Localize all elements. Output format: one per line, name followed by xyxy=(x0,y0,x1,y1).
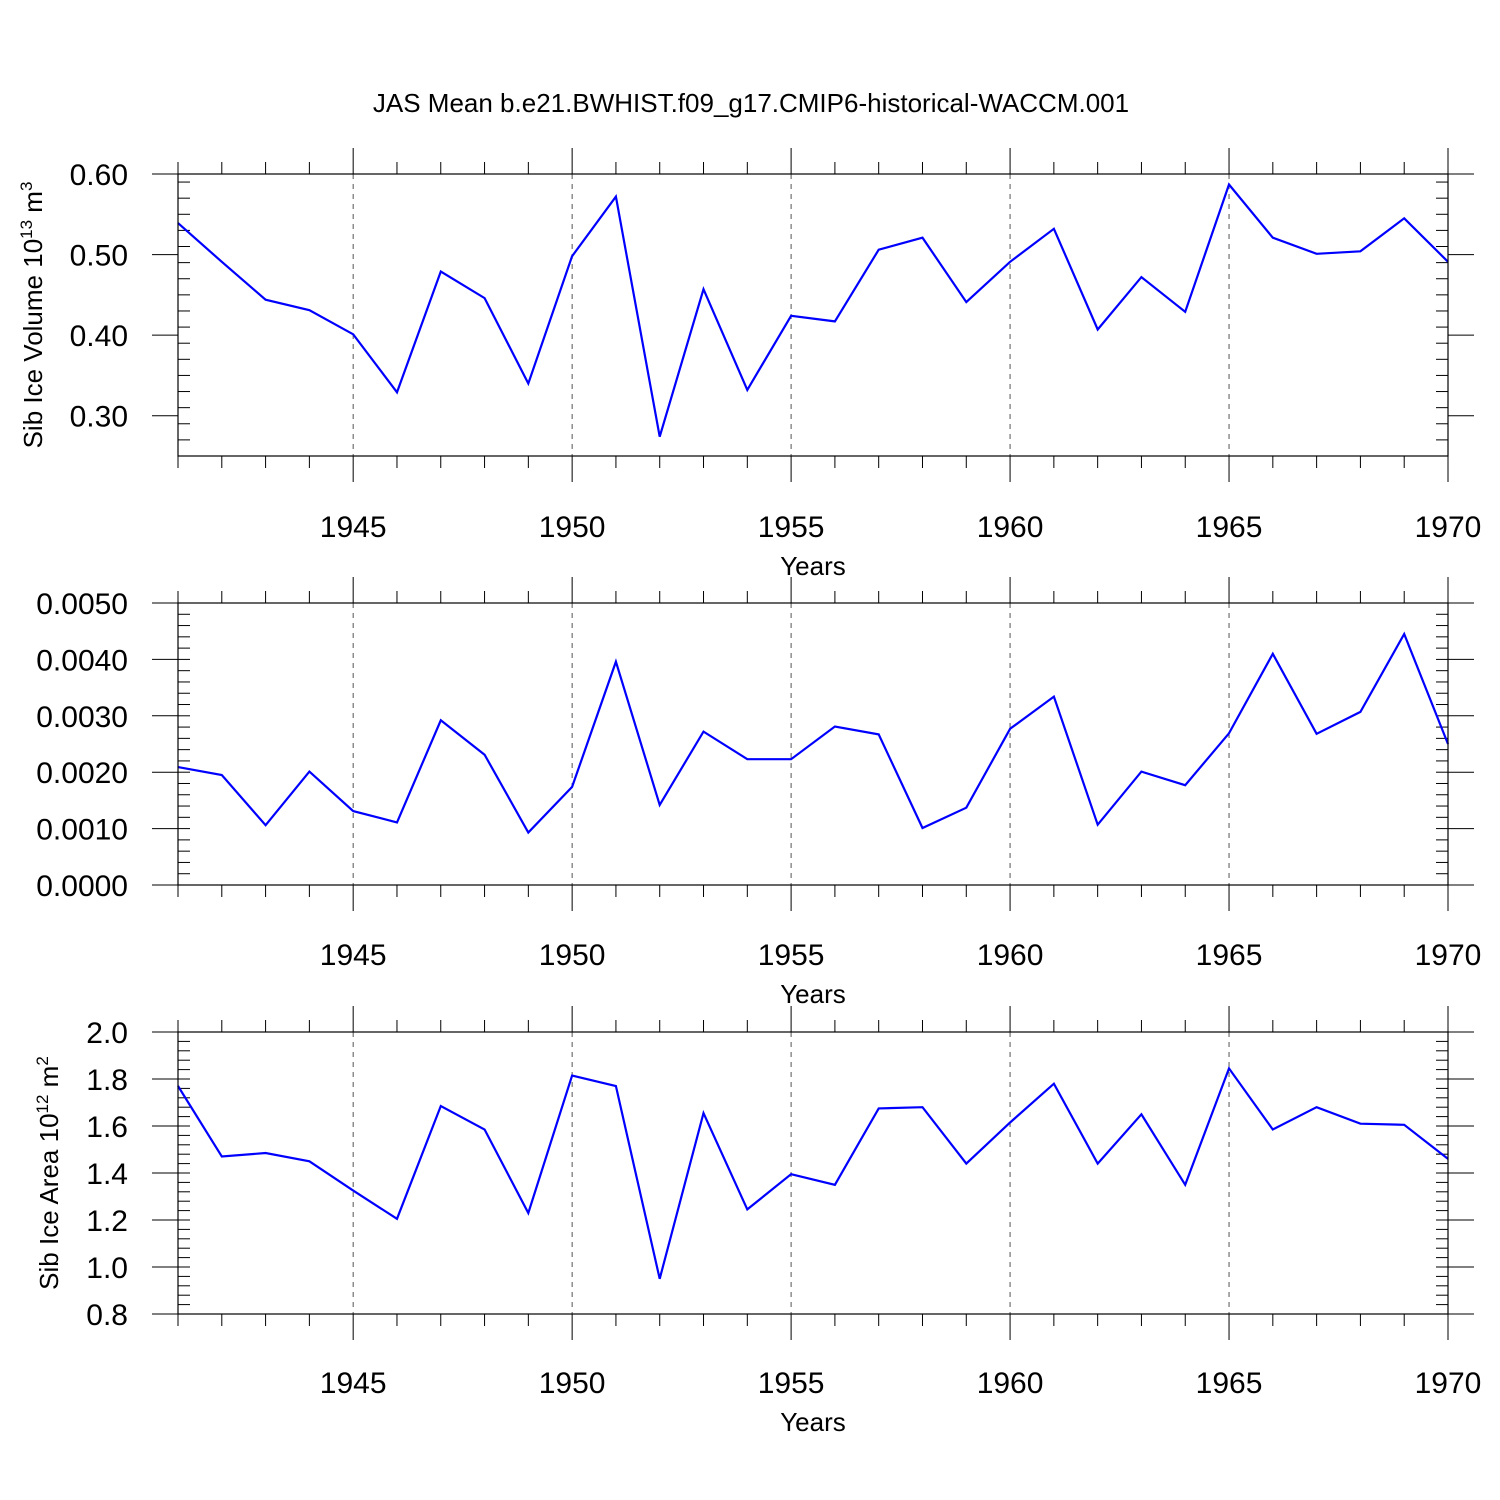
y-tick-label: 0.0020 xyxy=(36,757,128,790)
y-tick-label: 1.8 xyxy=(86,1064,128,1097)
y-tick-label: 0.0030 xyxy=(36,701,128,734)
plot-frame xyxy=(177,173,1449,457)
y-axis-label: Sib Ice Area 1012 m2 xyxy=(33,1056,64,1290)
x-tick-label: 1950 xyxy=(539,511,606,544)
chart-panel-3: 0.8 1.0 1.2 1.4 1.6 1.8 2.0 1945 1950 1955 1960 196… xyxy=(33,1006,1481,1437)
x-tick-label: 1955 xyxy=(758,1367,825,1400)
x-tick-label: 1960 xyxy=(977,511,1044,544)
x-tick-label: 1965 xyxy=(1196,939,1263,972)
x-tick-label: 1950 xyxy=(539,939,606,972)
x-tick-label: 1955 xyxy=(758,511,825,544)
y-tick-label: 1.0 xyxy=(86,1252,128,1285)
y-tick-label: 0.50 xyxy=(70,240,128,273)
x-tick-label: 1955 xyxy=(758,939,825,972)
x-axis-label: Years xyxy=(780,1407,846,1437)
y-tick-label: 0.40 xyxy=(70,320,128,353)
y-tick-label: 2.0 xyxy=(86,1017,128,1050)
y-tick-label: 0.0000 xyxy=(36,870,128,903)
x-tick-label: 1965 xyxy=(1196,511,1263,544)
chart-panel-2: 0.0000 0.0010 0.0020 0.0030 0.0040 0.0050 1945… xyxy=(36,577,1481,1009)
plot-frame xyxy=(177,1031,1449,1315)
y-tick-label: 1.6 xyxy=(86,1111,128,1144)
y-tick-label: 0.60 xyxy=(70,159,128,192)
y-tick-label: 0.0010 xyxy=(36,814,128,847)
x-tick-label: 1945 xyxy=(320,1367,387,1400)
y-tick-label: 0.8 xyxy=(86,1299,128,1332)
series-line xyxy=(177,182,1449,438)
y-axis-label: Sib Ice Volume 1013 m3 xyxy=(17,182,48,449)
x-tick-label: 1945 xyxy=(320,939,387,972)
y-tick-label: 1.4 xyxy=(86,1158,128,1191)
x-axis-label: Years xyxy=(780,979,846,1009)
x-tick-label: 1970 xyxy=(1415,1367,1482,1400)
x-tick-label: 1960 xyxy=(977,1367,1044,1400)
x-axis-label: Years xyxy=(780,551,846,581)
x-tick-label: 1970 xyxy=(1415,939,1482,972)
series-line xyxy=(177,1066,1449,1280)
x-tick-label: 1950 xyxy=(539,1367,606,1400)
x-tick-label: 1965 xyxy=(1196,1367,1263,1400)
series-line xyxy=(177,631,1450,835)
y-tick-label: 1.2 xyxy=(86,1205,128,1238)
chart-title: JAS Mean b.e21.BWHIST.f09_g17.CMIP6-hist… xyxy=(373,88,1129,118)
chart-panel-1: 0.30 0.40 0.50 0.60 1945 1950 1955 1960 1965 1970… xyxy=(17,148,1481,581)
x-tick-label: 1970 xyxy=(1415,511,1482,544)
y-tick-label: 0.0040 xyxy=(36,644,128,677)
y-tick-label: 0.30 xyxy=(70,401,128,434)
x-tick-label: 1945 xyxy=(320,511,387,544)
plot-frame xyxy=(177,602,1449,886)
x-tick-label: 1960 xyxy=(977,939,1044,972)
y-tick-label: 0.0050 xyxy=(36,588,128,621)
